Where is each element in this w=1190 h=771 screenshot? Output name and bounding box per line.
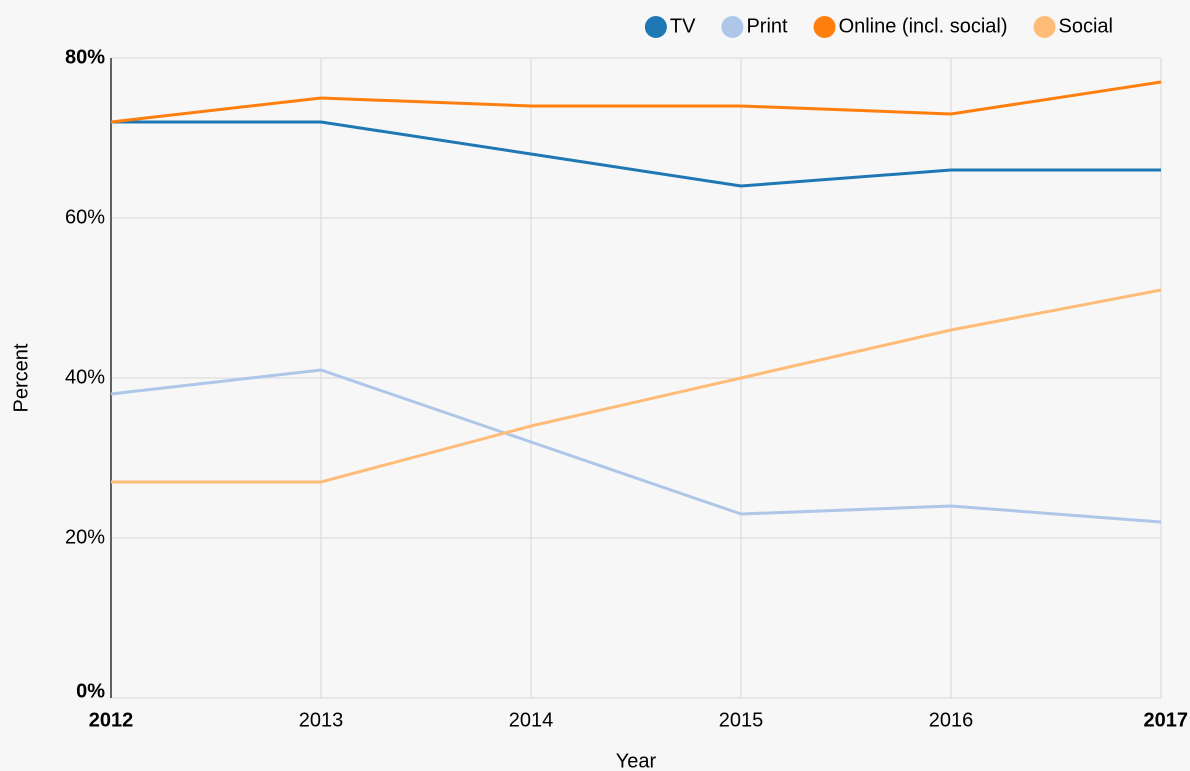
series-line xyxy=(110,368,1162,524)
y-tick-label: 60% xyxy=(65,206,105,228)
x-tick-label: 2015 xyxy=(719,709,764,731)
legend-label: Online (incl. social) xyxy=(839,15,1008,37)
y-tick-label: 40% xyxy=(65,366,105,388)
x-tick-label: 2013 xyxy=(299,709,344,731)
legend-label: TV xyxy=(670,15,696,37)
series-line xyxy=(111,288,1162,484)
legend-label: Social xyxy=(1059,15,1113,37)
legend-marker xyxy=(721,16,744,38)
x-tick-label: 2017 xyxy=(1144,709,1189,731)
x-tick-label: 2012 xyxy=(89,709,134,731)
y-tick-label: 0% xyxy=(76,680,105,702)
series-line xyxy=(110,80,1162,124)
y-tick-label: 80% xyxy=(65,46,105,68)
legend-label: Print xyxy=(746,15,788,37)
x-tick-label: 2016 xyxy=(929,709,974,731)
legend-marker xyxy=(644,16,667,38)
series-line xyxy=(111,120,1161,188)
x-tick-label: 2014 xyxy=(509,709,554,731)
y-axis-label: Percent xyxy=(10,343,32,412)
legend-marker xyxy=(1033,16,1056,38)
x-axis-label: Year xyxy=(616,750,657,771)
y-tick-label: 20% xyxy=(65,526,105,548)
legend-marker xyxy=(813,16,836,38)
